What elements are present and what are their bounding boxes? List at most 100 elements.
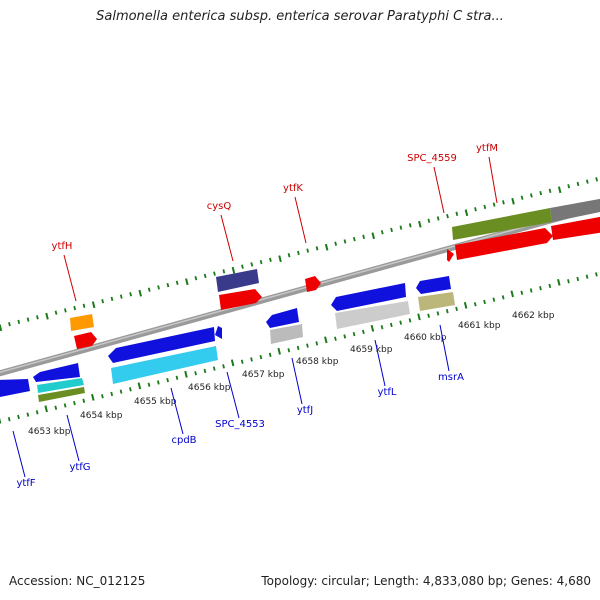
tick-mark <box>464 209 469 217</box>
tick-mark <box>17 414 20 420</box>
gene-label[interactable]: SPC_4559 <box>407 153 457 164</box>
gene-feature[interactable] <box>447 249 454 262</box>
gene-feature[interactable] <box>70 314 94 331</box>
gene-feature[interactable] <box>335 301 410 329</box>
tick-mark <box>595 272 598 277</box>
tick-mark <box>548 188 552 193</box>
gene-feature[interactable] <box>33 363 80 382</box>
tick-mark <box>334 241 338 246</box>
tick-mark <box>408 318 412 323</box>
gene-feature[interactable] <box>418 292 455 311</box>
gene-feature[interactable] <box>74 332 97 349</box>
gene-feature[interactable] <box>270 324 303 344</box>
gene-label[interactable]: cysQ <box>207 201 232 212</box>
kbp-scale: 4653 kbp 4654 kbp 4655 kbp 4656 kbp 4657 kbp… <box>28 311 555 437</box>
gene-label[interactable]: ytfF <box>16 478 35 489</box>
kbp-label: 4653 kbp <box>28 427 71 437</box>
tick-mark <box>567 279 570 284</box>
tick-mark <box>277 347 281 355</box>
gene-feature[interactable] <box>37 378 84 393</box>
gene-feature[interactable] <box>215 326 222 339</box>
tick-mark <box>45 312 49 320</box>
tick-mark <box>129 387 132 392</box>
gene-feature[interactable] <box>0 379 30 398</box>
gene-leader-line <box>291 357 303 405</box>
tick-mark <box>54 310 58 315</box>
tick-mark <box>64 308 67 313</box>
tick-mark <box>101 394 104 399</box>
gene-label[interactable]: ytfJ <box>297 405 313 416</box>
gene-label[interactable]: ytfG <box>69 462 90 473</box>
gene-feature[interactable] <box>455 228 553 260</box>
tick-mark <box>511 197 515 205</box>
tick-mark <box>483 204 487 210</box>
tick-mark <box>203 273 207 279</box>
tick-mark <box>166 377 170 383</box>
gene-feature[interactable] <box>108 327 215 363</box>
tick-mark <box>110 391 114 397</box>
gene-label[interactable]: msrA <box>438 372 464 383</box>
tick-mark <box>436 216 440 221</box>
tick-mark <box>576 181 580 187</box>
tick-mark <box>222 364 225 369</box>
tick-mark <box>203 368 207 374</box>
gene-feature[interactable] <box>551 216 600 240</box>
tick-mark <box>278 255 282 263</box>
tick-mark <box>82 398 86 403</box>
tick-mark <box>36 315 39 320</box>
gene-leader-line <box>170 387 184 435</box>
tick-mark <box>44 405 48 413</box>
kbp-label: 4662 kbp <box>512 311 555 321</box>
gene-feature[interactable] <box>266 308 299 328</box>
gene-feature[interactable] <box>416 276 451 294</box>
tick-mark <box>230 359 235 367</box>
tick-mark <box>119 294 123 299</box>
gene-label[interactable]: ytfM <box>476 143 498 154</box>
tick-mark <box>194 371 197 376</box>
gene-leader-line <box>220 214 234 262</box>
tick-mark <box>185 278 189 286</box>
tick-mark <box>129 292 132 297</box>
tick-mark <box>492 202 496 207</box>
tick-mark <box>362 234 365 239</box>
tick-mark <box>287 253 291 258</box>
tick-mark <box>595 177 598 182</box>
tick-mark <box>389 322 393 328</box>
gene-feature[interactable] <box>111 346 218 384</box>
tick-mark <box>306 248 310 253</box>
tick-mark <box>380 325 384 330</box>
gene-label[interactable]: SPC_4553 <box>215 419 265 430</box>
gene-feature[interactable] <box>331 283 406 311</box>
tick-mark <box>436 311 440 316</box>
tick-mark <box>502 200 505 205</box>
tick-mark <box>585 274 589 279</box>
gene-feature[interactable] <box>452 208 552 240</box>
tick-mark <box>0 324 3 332</box>
gene-feature[interactable] <box>38 387 85 402</box>
tick-mark <box>510 290 514 298</box>
gene-leader-line <box>66 414 80 462</box>
gene-feature[interactable] <box>550 198 600 222</box>
tick-mark <box>240 359 244 364</box>
gene-label[interactable]: cpdB <box>171 435 196 446</box>
gene-label[interactable]: ytfH <box>52 241 73 252</box>
gene-feature[interactable] <box>219 289 262 310</box>
gene-label[interactable]: ytfL <box>378 387 397 398</box>
tick-mark <box>539 190 543 196</box>
tick-mark <box>297 250 300 256</box>
gene-leader-line <box>63 254 77 302</box>
tick-mark <box>315 341 319 346</box>
tick-mark <box>8 322 11 327</box>
tick-mark <box>576 276 580 282</box>
tick-mark <box>362 329 365 335</box>
tick-mark <box>455 306 458 312</box>
gene-feature[interactable] <box>305 276 321 292</box>
gene-label[interactable]: ytfK <box>283 183 303 194</box>
tick-mark <box>352 236 356 242</box>
tick-mark <box>390 227 393 233</box>
gene-leader-line <box>374 339 386 387</box>
tick-mark <box>250 262 254 267</box>
tick-mark <box>585 179 589 184</box>
gene-feature[interactable] <box>216 269 259 292</box>
